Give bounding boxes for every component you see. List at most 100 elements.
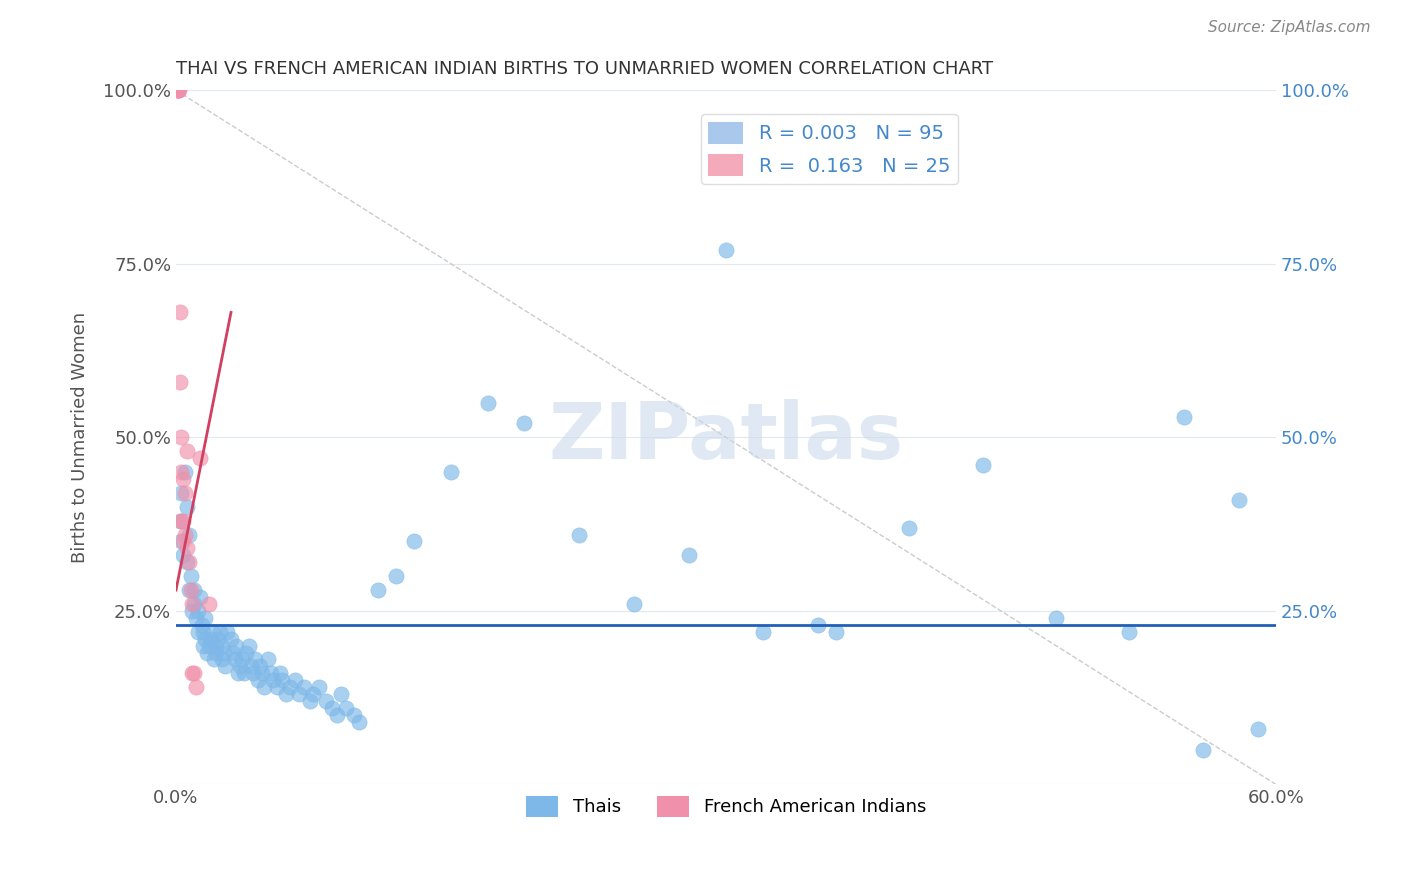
Point	[404, 534, 426, 549]
Point	[219, 632, 242, 646]
Point	[198, 597, 221, 611]
Point	[385, 569, 408, 583]
Point	[262, 673, 284, 688]
Point	[201, 624, 224, 639]
Point	[166, 83, 188, 97]
Point	[1045, 611, 1067, 625]
Point	[477, 395, 499, 409]
Point	[243, 652, 266, 666]
Point	[194, 632, 217, 646]
Point	[205, 646, 228, 660]
Point	[194, 611, 217, 625]
Point	[228, 666, 250, 681]
Point	[253, 680, 276, 694]
Point	[217, 624, 239, 639]
Point	[678, 549, 700, 563]
Point	[207, 632, 229, 646]
Point	[181, 597, 204, 611]
Point	[235, 646, 257, 660]
Point	[568, 527, 591, 541]
Point	[180, 583, 202, 598]
Text: Source: ZipAtlas.com: Source: ZipAtlas.com	[1208, 20, 1371, 35]
Point	[271, 673, 294, 688]
Point	[214, 659, 236, 673]
Point	[284, 673, 307, 688]
Point	[321, 701, 343, 715]
Point	[222, 646, 245, 660]
Point	[247, 673, 270, 688]
Point	[326, 708, 349, 723]
Point	[240, 659, 263, 673]
Point	[195, 646, 218, 660]
Point	[440, 465, 463, 479]
Point	[181, 604, 204, 618]
Point	[1118, 624, 1140, 639]
Point	[167, 83, 190, 97]
Point	[176, 541, 198, 556]
Point	[335, 701, 357, 715]
Point	[205, 639, 228, 653]
Point	[211, 652, 233, 666]
Point	[169, 305, 191, 319]
Point	[274, 687, 297, 701]
Point	[174, 527, 197, 541]
Point	[176, 444, 198, 458]
Point	[186, 611, 208, 625]
Point	[183, 583, 205, 598]
Point	[249, 659, 271, 673]
Point	[260, 666, 283, 681]
Point	[225, 639, 247, 653]
Point	[172, 472, 194, 486]
Point	[193, 639, 215, 653]
Point	[232, 666, 254, 681]
Point	[204, 652, 226, 666]
Point	[176, 555, 198, 569]
Point	[825, 624, 848, 639]
Point	[169, 514, 191, 528]
Point	[292, 680, 315, 694]
Point	[623, 597, 645, 611]
Y-axis label: Births to Unmarried Women: Births to Unmarried Women	[72, 312, 89, 563]
Point	[266, 680, 288, 694]
Point	[231, 652, 253, 666]
Point	[180, 569, 202, 583]
Point	[211, 639, 233, 653]
Point	[278, 680, 301, 694]
Point	[367, 583, 389, 598]
Point	[238, 639, 260, 653]
Point	[170, 534, 193, 549]
Legend: Thais, French American Indians: Thais, French American Indians	[519, 789, 934, 824]
Point	[330, 687, 353, 701]
Point	[166, 83, 188, 97]
Point	[183, 597, 205, 611]
Point	[714, 243, 737, 257]
Point	[302, 687, 325, 701]
Point	[177, 583, 200, 598]
Point	[198, 639, 221, 653]
Point	[183, 666, 205, 681]
Point	[288, 687, 311, 701]
Point	[224, 652, 246, 666]
Point	[170, 430, 193, 444]
Point	[176, 500, 198, 514]
Point	[187, 604, 209, 618]
Point	[174, 465, 197, 479]
Point	[898, 520, 921, 534]
Point	[174, 486, 197, 500]
Point	[256, 652, 278, 666]
Point	[1227, 492, 1250, 507]
Point	[170, 486, 193, 500]
Point	[212, 646, 235, 660]
Point	[513, 417, 536, 431]
Text: ZIPatlas: ZIPatlas	[548, 400, 904, 475]
Point	[208, 624, 231, 639]
Point	[190, 617, 212, 632]
Point	[200, 632, 222, 646]
Point	[166, 83, 188, 97]
Point	[172, 549, 194, 563]
Point	[181, 666, 204, 681]
Point	[751, 624, 773, 639]
Point	[1246, 722, 1268, 736]
Text: THAI VS FRENCH AMERICAN INDIAN BIRTHS TO UNMARRIED WOMEN CORRELATION CHART: THAI VS FRENCH AMERICAN INDIAN BIRTHS TO…	[176, 60, 993, 78]
Point	[1191, 742, 1213, 756]
